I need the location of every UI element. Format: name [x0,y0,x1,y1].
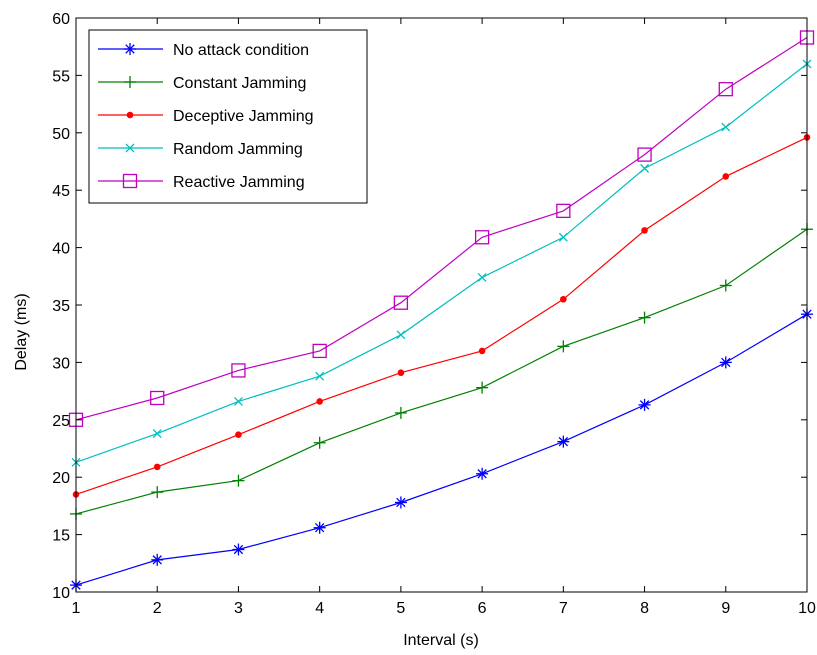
series-line-3 [75,63,808,463]
y-tick-label: 45 [52,183,70,200]
data-point-2-5 [478,347,486,355]
y-tick-label: 20 [52,470,70,487]
x-tick-label: 3 [234,600,243,617]
data-point-0-7 [638,398,651,411]
legend: No attack condition Constant Jamming Decep… [88,29,368,204]
data-point-2-6 [560,295,567,303]
y-tick-label: 60 [52,11,70,28]
data-point-4-2 [231,363,246,378]
legend-item: Reactive Jamming [98,173,305,191]
x-tick-label: 10 [798,600,816,617]
data-point-0-6 [557,435,570,448]
data-point-1-4 [394,406,407,419]
legend-marker [122,173,138,189]
data-point-1-8 [719,279,732,292]
legend-marker [124,76,136,88]
y-tick-label: 40 [52,241,70,258]
x-axis-label: Interval (s) [403,632,479,649]
data-point-0-2 [232,543,245,556]
legend-label: Deceptive Jamming [173,108,314,125]
data-point-2-8 [722,173,730,180]
data-point-2-1 [153,463,161,471]
data-point-4-7 [637,147,652,162]
y-tick-label: 35 [52,298,70,315]
data-point-4-5 [474,230,490,245]
legend-item: Constant Jamming [98,75,306,92]
data-point-1-7 [638,311,651,324]
data-point-3-3 [315,371,325,381]
legend-item: Deceptive Jamming [98,108,314,125]
series-line-4 [75,36,808,421]
x-tick-label: 5 [396,600,405,617]
series-line-0 [75,313,808,586]
data-point-0-1 [151,553,164,566]
data-point-4-1 [150,390,165,406]
data-point-4-3 [312,343,327,359]
legend-item: No attack condition [98,42,309,59]
legend-marker [124,43,136,55]
series-line-1 [75,228,808,515]
data-point-1-5 [476,381,489,394]
x-tick-label: 2 [153,600,162,617]
data-point-1-6 [557,340,570,353]
data-point-3-6 [558,232,568,242]
data-point-0-5 [476,467,489,480]
legend-label: Reactive Jamming [173,174,305,191]
data-point-0-3 [313,521,326,534]
data-point-3-8 [721,122,731,132]
data-point-2-7 [641,227,648,234]
data-point-4-6 [556,203,571,219]
data-point-1-1 [151,486,164,499]
data-point-4-4 [393,295,409,310]
plot-frame [75,17,808,593]
data-point-2-4 [397,369,405,377]
x-tick-label: 1 [72,600,81,617]
y-axis-label: Delay (ms) [13,293,30,370]
legend-marker [126,111,134,119]
data-point-3-5 [477,272,487,282]
x-tick-label: 9 [721,600,730,617]
y-tick-label: 50 [52,126,70,143]
legend-marker [125,143,135,153]
x-tick-label: 6 [478,600,487,617]
legend-item: Random Jamming [98,141,303,158]
legend-label: No attack condition [173,42,309,59]
y-tick-label: 15 [52,528,70,545]
data-point-0-4 [394,496,407,509]
y-tick-label: 55 [52,68,70,85]
y-tick-label: 25 [52,413,70,430]
data-point-2-3 [316,398,323,405]
legend-label: Constant Jamming [173,75,306,92]
data-point-1-2 [232,474,245,487]
y-tick-label: 10 [52,585,70,602]
x-tick-label: 7 [559,600,568,617]
data-point-0-8 [719,356,732,369]
data-point-3-4 [396,330,406,340]
x-tick-label: 8 [640,600,649,617]
data-point-2-2 [235,431,242,439]
legend-label: Random Jamming [173,141,303,158]
data-point-4-8 [718,82,733,97]
y-tick-label: 30 [52,355,70,372]
data-point-1-3 [313,436,326,449]
data-point-3-2 [233,396,243,406]
data-point-3-1 [152,429,162,439]
series-line-2 [75,136,808,495]
data-point-3-7 [640,163,650,173]
x-tick-label: 4 [315,600,324,617]
